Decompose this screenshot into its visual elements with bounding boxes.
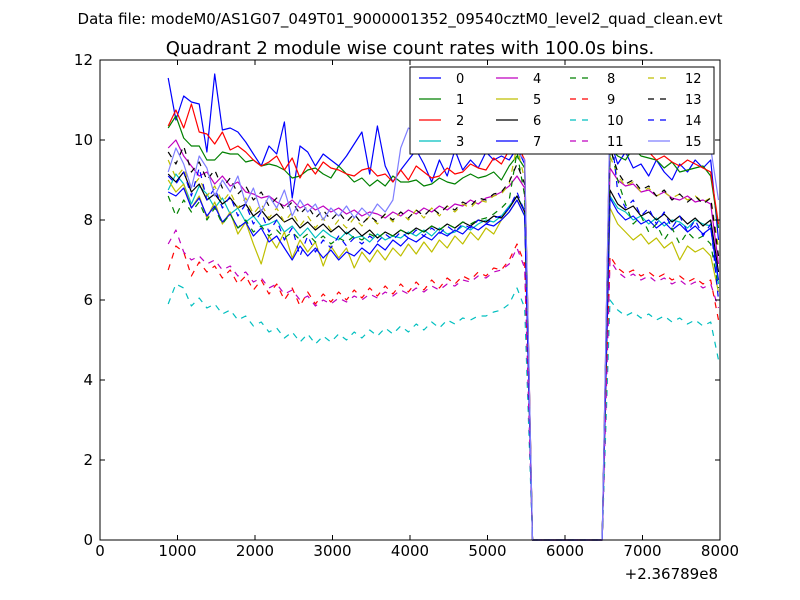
axis-ticks: 0 1000 2000 3000 4000 5000 6000 7000 80000246810… <box>74 51 739 560</box>
series-line-8 <box>167 143 720 541</box>
legend-label-3: 3 <box>456 135 464 150</box>
series-line-14 <box>167 119 720 541</box>
legend-label-10: 10 <box>607 114 624 129</box>
series-line-0 <box>167 73 720 541</box>
legend-label-6: 6 <box>533 114 541 129</box>
legend-label-12: 12 <box>685 72 702 87</box>
legend-label-4: 4 <box>533 72 541 87</box>
legend-label-8: 8 <box>607 72 615 87</box>
y-tick-label: 8 <box>83 211 93 229</box>
legend-label-1: 1 <box>456 93 464 108</box>
y-tick-label: 12 <box>74 51 93 69</box>
y-tick-label: 6 <box>83 291 93 309</box>
x-tick-label: 0 <box>95 542 105 560</box>
legend-label-0: 0 <box>456 72 464 87</box>
series-line-4 <box>167 139 720 541</box>
legend-label-13: 13 <box>685 93 702 108</box>
figure-suptitle: Data file: modeM0/AS1G07_049T01_90000013… <box>78 10 723 29</box>
x-tick-label: 3000 <box>313 542 351 560</box>
series-line-11 <box>167 229 720 541</box>
series-line-5 <box>167 179 720 541</box>
legend-label-5: 5 <box>533 93 541 108</box>
x-tick-label: 6000 <box>546 542 584 560</box>
series-layer <box>167 73 720 541</box>
x-tick-label: 7000 <box>623 542 661 560</box>
y-tick-label: 0 <box>83 531 93 549</box>
legend-label-9: 9 <box>607 93 615 108</box>
x-tick-label: 5000 <box>468 542 506 560</box>
legend-frame <box>409 66 715 155</box>
x-tick-label: 2000 <box>236 542 274 560</box>
legend-label-14: 14 <box>685 114 702 129</box>
x-tick-label: 4000 <box>391 542 429 560</box>
series-line-3 <box>167 173 720 541</box>
series-line-7 <box>167 187 720 541</box>
series-line-13 <box>167 145 720 541</box>
legend-label-11: 11 <box>607 135 624 150</box>
series-line-10 <box>167 283 720 541</box>
x-tick-label: 8000 <box>701 542 739 560</box>
legend-label-15: 15 <box>685 135 702 150</box>
x-tick-label: 1000 <box>158 542 196 560</box>
legend-label-2: 2 <box>456 114 464 129</box>
y-tick-label: 2 <box>83 451 93 469</box>
legend-label-7: 7 <box>533 135 541 150</box>
y-tick-label: 10 <box>74 131 93 149</box>
x-axis-offset-label: +2.36789e8 <box>625 565 718 583</box>
y-tick-label: 4 <box>83 371 93 389</box>
chart-title: Quadrant 2 module wise count rates with … <box>166 38 655 59</box>
